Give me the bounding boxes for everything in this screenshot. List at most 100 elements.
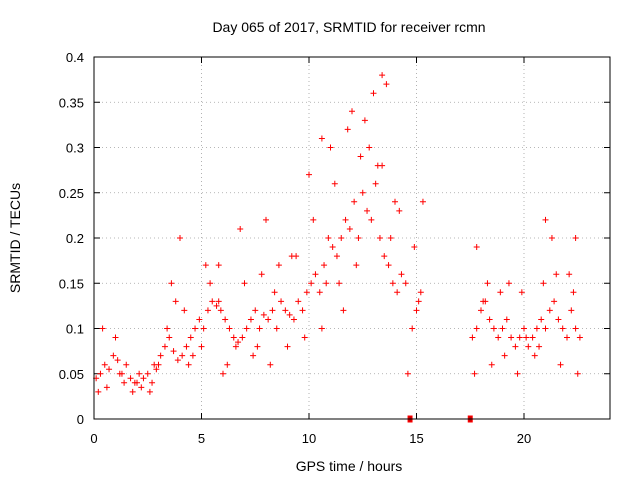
data-point [202, 262, 209, 269]
data-point [136, 370, 143, 377]
data-point [110, 352, 117, 359]
data-point [572, 325, 579, 332]
data-point [497, 289, 504, 296]
data-point [379, 72, 386, 79]
data-point [275, 262, 282, 269]
x-tick-label: 5 [198, 431, 205, 446]
data-point [99, 325, 106, 332]
data-point [215, 298, 222, 305]
data-point [321, 262, 328, 269]
x-axis-label: GPS time / hours [296, 458, 403, 474]
data-point [237, 225, 244, 232]
data-point [239, 334, 246, 341]
data-point [409, 325, 416, 332]
data-point [394, 289, 401, 296]
data-point [353, 262, 360, 269]
data-point [514, 370, 521, 377]
data-point [134, 379, 140, 386]
data-point [265, 316, 272, 323]
y-tick-label: 0.15 [59, 276, 84, 291]
data-point [478, 307, 484, 314]
data-point [318, 135, 325, 142]
data-point [576, 334, 583, 341]
data-point [512, 343, 519, 350]
data-point [469, 334, 476, 341]
data-point [183, 343, 190, 350]
data-point [551, 298, 558, 305]
data-point [516, 334, 523, 341]
data-point [318, 325, 325, 332]
data-point [181, 307, 188, 314]
y-tick-label: 0.4 [66, 50, 84, 65]
data-point [385, 262, 392, 269]
data-point [269, 307, 276, 314]
data-point [308, 280, 315, 287]
data-point [383, 81, 390, 88]
data-point [273, 325, 280, 332]
data-point [404, 370, 411, 377]
data-point [503, 316, 510, 323]
data-point [574, 370, 581, 377]
data-point [338, 235, 345, 241]
data-point [548, 235, 555, 241]
data-point [278, 298, 285, 305]
data-point [232, 343, 239, 350]
y-tick-label: 0.05 [59, 367, 84, 382]
data-point [224, 361, 231, 368]
x-tick-label: 0 [90, 431, 97, 446]
data-point [364, 207, 371, 214]
data-point [207, 280, 214, 287]
data-point [471, 370, 478, 377]
y-tick-label: 0.1 [66, 322, 84, 337]
data-point [247, 316, 254, 323]
data-point [161, 343, 168, 350]
data-point [323, 280, 330, 287]
data-point [488, 361, 495, 368]
data-point [174, 357, 181, 364]
data-point [473, 325, 480, 332]
data-point [106, 366, 113, 373]
data-point [546, 307, 553, 314]
data-point [555, 316, 562, 323]
data-point [568, 307, 575, 314]
data-point [415, 298, 422, 305]
data-point [196, 316, 203, 323]
data-point [566, 271, 573, 278]
data-point [299, 307, 306, 314]
data-point [243, 325, 250, 332]
data-point [480, 298, 487, 305]
data-point [290, 316, 297, 323]
data-point [252, 307, 259, 314]
data-point [256, 325, 263, 332]
data-point [521, 325, 527, 332]
data-point [387, 235, 394, 241]
data-point [157, 352, 164, 359]
data-point [258, 271, 265, 278]
data-point [217, 307, 224, 314]
data-point [144, 370, 151, 377]
data-point [177, 235, 183, 241]
data-point [499, 325, 506, 332]
data-point [192, 325, 199, 332]
data-point [376, 235, 383, 241]
data-point [355, 235, 362, 241]
data-point [164, 325, 171, 332]
data-point [222, 316, 229, 323]
data-point [235, 339, 242, 346]
data-point [542, 216, 549, 223]
data-point [316, 289, 323, 296]
data-point [559, 325, 566, 332]
data-point [230, 334, 237, 341]
data-point [200, 325, 207, 332]
data-point [336, 280, 343, 287]
data-point [381, 253, 388, 260]
data-point [366, 144, 373, 151]
data-point [215, 262, 222, 269]
data-point [344, 126, 351, 133]
data-point [413, 307, 420, 314]
x-tick-label: 15 [409, 431, 423, 446]
data-point [508, 334, 515, 341]
data-point [260, 311, 267, 318]
data-point [518, 289, 525, 296]
